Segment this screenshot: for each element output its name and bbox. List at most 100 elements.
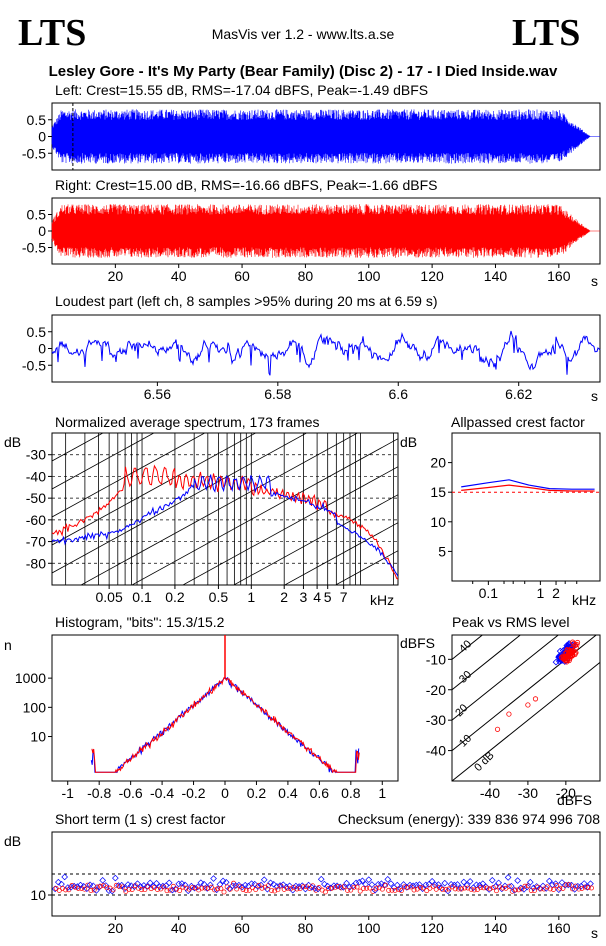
short-crest-point-right xyxy=(455,886,461,892)
histogram-x-0.6-label: 0.6 xyxy=(310,785,330,801)
histogram-x-0.2-label: 0.2 xyxy=(247,785,267,801)
short-crest-point-left xyxy=(112,874,119,882)
short-crest-point-right xyxy=(522,883,528,889)
short-crest-point-right xyxy=(433,886,439,892)
short-crest-point-left xyxy=(488,876,496,884)
short-crest-point-right xyxy=(164,888,170,894)
peak-rms-y--30-label: -30 xyxy=(426,712,446,728)
short-crest-point-right xyxy=(113,882,119,888)
spectrum-y--30-label: -30 xyxy=(26,447,46,463)
peak-rms-title: Peak vs RMS level xyxy=(452,614,569,630)
short-crest-x-60-label: 60 xyxy=(234,920,250,936)
short-crest-point-left xyxy=(267,879,274,887)
peak-rms-point-right xyxy=(570,647,576,654)
short-crest-point-left xyxy=(501,882,509,890)
short-crest-point-right xyxy=(398,888,404,894)
short-crest-point-right xyxy=(326,886,331,891)
short-crest-point-right xyxy=(471,887,477,893)
short-crest-point-right xyxy=(269,887,274,893)
spectrum-slope-line xyxy=(283,522,398,585)
short-crest-point-right xyxy=(253,887,259,892)
peak-rms-point-right xyxy=(562,650,568,656)
short-crest-point-left xyxy=(153,879,160,887)
spectrum-y--40-label: -40 xyxy=(26,468,46,484)
short-crest-point-left xyxy=(343,879,350,887)
short-crest-point-left xyxy=(384,876,392,883)
short-crest-point-left xyxy=(495,879,502,887)
allpassed-x-2-label: 2 xyxy=(552,585,560,601)
short-crest-point-left xyxy=(425,881,433,888)
short-crest-point-right xyxy=(506,883,512,889)
spectrum-slope-line xyxy=(182,466,398,585)
short-crest-point-right xyxy=(373,885,379,891)
short-crest-point-left xyxy=(203,885,211,892)
short-crest-point-right xyxy=(215,886,221,892)
peak-rms-x--30-label: -30 xyxy=(518,785,538,801)
short-crest-point-right xyxy=(386,887,392,893)
spectrum-x-2-label: 2 xyxy=(280,589,288,605)
short-crest-point-left xyxy=(124,881,132,888)
allpassed-y-10-label: 10 xyxy=(430,514,446,530)
short-crest-point-left xyxy=(368,881,376,888)
spectrum-x-0.5-label: 0.5 xyxy=(209,589,229,605)
short-crest-point-left xyxy=(89,882,97,890)
short-crest-point-left xyxy=(289,886,297,894)
allpassed-crest-title: Allpassed crest factor xyxy=(451,414,585,430)
short-crest-point-left xyxy=(346,883,354,891)
short-crest-point-left xyxy=(428,877,436,885)
short-crest-point-right xyxy=(237,883,243,889)
short-crest-y-10-label: 10 xyxy=(30,887,46,903)
short-crest-point-right xyxy=(227,886,233,892)
histogram-x--0.6-label: -0.6 xyxy=(119,785,143,801)
loudest-xunit: s xyxy=(591,388,598,404)
short-crest-point-right xyxy=(85,882,91,888)
short-crest-point-left xyxy=(463,882,471,889)
short-crest-point-left xyxy=(441,879,449,887)
short-crest-point-left xyxy=(58,880,65,888)
histogram-title: Histogram, "bits": 15.3/15.2 xyxy=(55,614,225,630)
peak-rms-point-right xyxy=(494,726,501,732)
histogram-x-0-label: 0 xyxy=(221,785,229,801)
short-crest-point-right xyxy=(79,885,84,891)
histogram-x-0.4-label: 0.4 xyxy=(278,785,298,801)
short-crest-point-right xyxy=(91,887,97,893)
short-crest-point-left xyxy=(197,879,205,887)
short-crest-point-left xyxy=(507,882,515,890)
histogram-y-100-label: 100 xyxy=(23,699,47,715)
spectrum-y--60-label: -60 xyxy=(26,512,46,528)
short-crest-point-left xyxy=(61,873,68,881)
short-crest-xunit: s xyxy=(591,925,598,941)
short-crest-point-left xyxy=(219,877,227,885)
short-crest-point-right xyxy=(177,888,183,894)
spectrum-slope-line xyxy=(52,433,308,574)
short-crest-point-right xyxy=(316,885,322,890)
short-crest-point-left xyxy=(545,877,553,885)
short-crest-point-right xyxy=(205,885,211,891)
spectrum-y--70-label: -70 xyxy=(26,534,46,550)
peak-rms-y--40-label: -40 xyxy=(426,743,446,759)
spectrum-slope-line xyxy=(52,433,257,546)
spectrum-y--50-label: -50 xyxy=(26,490,46,506)
short-crest-point-right xyxy=(75,885,81,891)
peak-rms-xunit: dBFS xyxy=(557,792,592,808)
short-crest-point-right xyxy=(348,887,354,893)
short-crest-point-left xyxy=(365,876,373,883)
peak-rms-diagonal xyxy=(452,635,598,752)
allpassed-x-1-label: 1 xyxy=(536,585,544,601)
short-crest-point-right xyxy=(167,887,173,893)
time-axis-140-label: 140 xyxy=(484,268,508,284)
short-crest-point-right xyxy=(335,884,341,889)
right-waveform-y-0.5-label: 0.5 xyxy=(27,207,47,223)
short-crest-point-right xyxy=(379,886,385,892)
logo-right: LTS xyxy=(512,12,580,54)
short-crest-point-right xyxy=(218,886,224,892)
short-crest-point-right xyxy=(256,882,262,888)
short-crest-point-left xyxy=(476,882,483,889)
spectrum-x-1-label: 1 xyxy=(247,589,255,605)
short-crest-point-right xyxy=(478,885,484,891)
short-crest-point-right xyxy=(588,885,594,891)
short-crest-point-right xyxy=(98,883,103,889)
short-crest-point-left xyxy=(207,881,214,889)
short-crest-point-left xyxy=(222,878,230,886)
